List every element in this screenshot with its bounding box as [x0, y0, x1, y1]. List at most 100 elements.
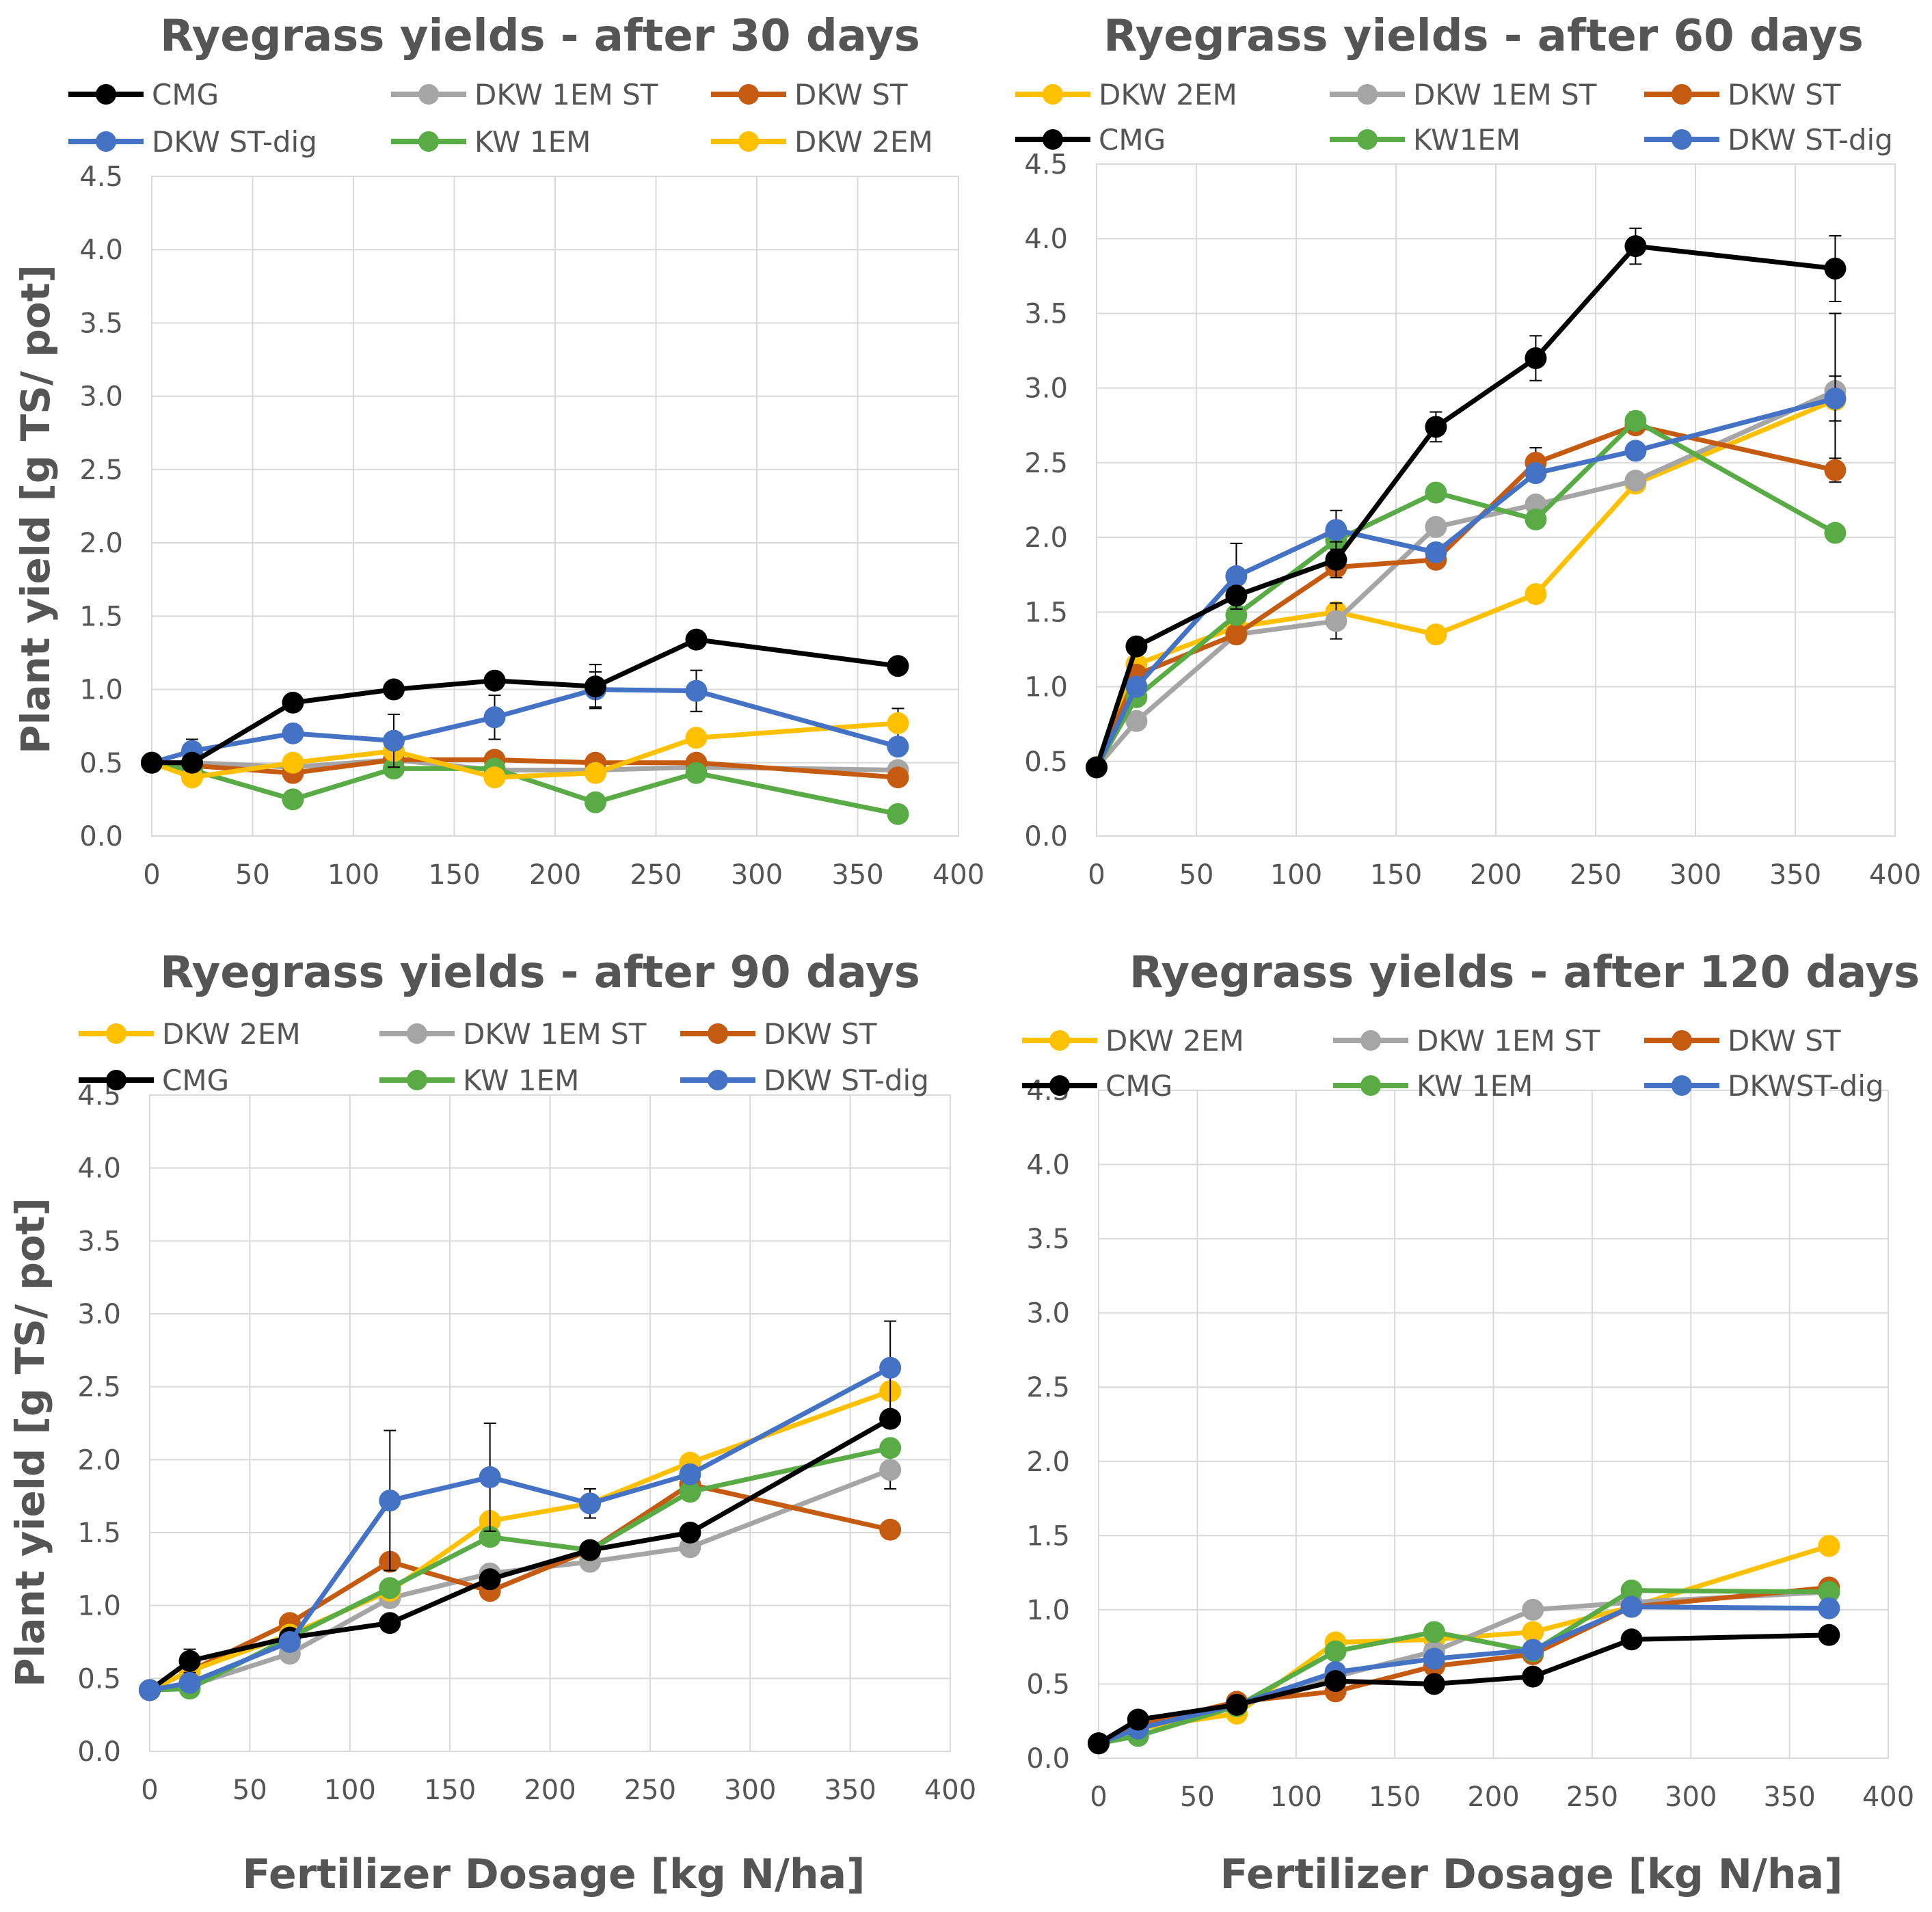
- y-tick-label: 0.0: [1026, 1743, 1070, 1775]
- data-point: [1325, 519, 1347, 541]
- data-point: [1225, 565, 1248, 587]
- x-tick-label: 300: [731, 859, 783, 891]
- y-tick-label: 4.0: [77, 1153, 121, 1185]
- series-line: [148, 1416, 891, 1693]
- data-point: [383, 729, 405, 752]
- series-line: [1094, 418, 1837, 769]
- y-tick-label: 2.0: [77, 1444, 121, 1476]
- legend-label: DKW 2EM: [794, 125, 933, 159]
- data-point: [1423, 1647, 1445, 1670]
- legend-swatch-marker: [1357, 84, 1378, 105]
- data-point: [1620, 1579, 1643, 1602]
- y-tick-label: 3.5: [79, 308, 123, 339]
- data-point: [282, 691, 304, 714]
- legend-entry: DKW ST-dig: [1644, 123, 1893, 157]
- x-tick-label: 0: [1090, 1781, 1107, 1813]
- data-point: [278, 1631, 301, 1653]
- x-tick-label: 350: [831, 859, 883, 891]
- series-cmg: [141, 628, 909, 774]
- data-point: [1824, 257, 1847, 280]
- series-line: [1094, 397, 1836, 768]
- x-axis-label-left: Fertilizer Dosage [kg N/ha]: [243, 1850, 866, 1898]
- data-point: [1824, 522, 1847, 544]
- x-tick-label: 0: [1088, 859, 1105, 891]
- chart-90-days: Ryegrass yields - after 90 days 0 50 100 15…: [77, 947, 976, 1806]
- series-line: [152, 637, 898, 766]
- data-point: [483, 766, 506, 789]
- legend-label: KW 1EM: [1417, 1069, 1533, 1103]
- data-point: [379, 1490, 401, 1512]
- data-point: [181, 751, 203, 774]
- data-point: [1522, 1639, 1544, 1661]
- legend-swatch-marker: [1043, 84, 1063, 105]
- series-dkw-st-dig: [139, 1320, 902, 1701]
- legend-entry: DKW ST: [1644, 78, 1841, 111]
- data-point: [139, 1679, 161, 1701]
- data-point: [1225, 584, 1248, 607]
- data-point: [585, 675, 606, 698]
- x-tick-label: 250: [1566, 1781, 1618, 1813]
- y-tick-label: 3.5: [77, 1226, 121, 1257]
- data-point: [1088, 1732, 1110, 1755]
- data-point: [1525, 462, 1547, 485]
- legend-entry: CMG: [1022, 1069, 1172, 1103]
- data-point: [887, 736, 909, 758]
- x-tick-label: 100: [327, 859, 379, 891]
- data-point: [887, 712, 909, 734]
- y-tick-label: 3.0: [1024, 373, 1068, 405]
- series-line: [149, 1365, 891, 1693]
- data-point: [178, 1671, 201, 1694]
- data-point: [585, 791, 606, 813]
- x-tick-label: 400: [1869, 859, 1921, 891]
- y-tick-label: 1.5: [1024, 597, 1068, 628]
- legend-swatch-marker: [1360, 1030, 1381, 1051]
- y-tick-label: 2.5: [1024, 448, 1068, 479]
- y-tick-label: 1.5: [77, 1518, 121, 1549]
- legend-label: DKW 2EM: [162, 1017, 301, 1051]
- legend-swatch-marker: [407, 1023, 427, 1044]
- x-tick-label: 300: [1665, 1781, 1717, 1813]
- x-tick-label: 200: [529, 859, 581, 891]
- data-point: [1624, 409, 1647, 432]
- data-point: [483, 669, 506, 692]
- x-tick-label: 50: [235, 859, 270, 891]
- x-tick-label: 200: [1467, 1781, 1519, 1813]
- y-tick-label: 3.0: [79, 381, 123, 413]
- legend-label: DKW 1EM ST: [463, 1017, 647, 1051]
- data-point: [1525, 347, 1547, 369]
- data-point: [879, 1437, 902, 1459]
- data-point: [1423, 1673, 1445, 1695]
- y-tick-label: 1.0: [1024, 672, 1068, 703]
- legend-entry: DKW 1EM ST: [379, 1017, 647, 1051]
- data-point: [1824, 459, 1847, 481]
- legend-entry: DKW ST: [1644, 1024, 1841, 1058]
- data-point: [1522, 1598, 1544, 1621]
- data-point: [1127, 1708, 1149, 1731]
- y-tick-label: 1.0: [77, 1591, 121, 1622]
- series-cmg: [1088, 1624, 1840, 1755]
- data-point: [282, 788, 304, 811]
- chart-title: Ryegrass yields - after 30 days: [160, 11, 920, 62]
- x-tick-label: 350: [1769, 859, 1821, 891]
- y-tick-label: 1.0: [1026, 1595, 1070, 1626]
- series-line: [151, 687, 899, 766]
- legend-label: DKW ST-dig: [152, 125, 317, 159]
- x-tick-label: 150: [1369, 1781, 1421, 1813]
- legend-swatch-marker: [1049, 1030, 1070, 1051]
- x-tick-label: 150: [424, 1775, 476, 1806]
- data-point: [585, 762, 606, 784]
- data-point: [1225, 623, 1248, 646]
- y-tick-label: 0.5: [79, 748, 123, 779]
- y-tick-label: 0.5: [1024, 746, 1068, 778]
- legend-swatch-marker: [738, 131, 759, 152]
- data-point: [685, 727, 708, 749]
- series-line: [1098, 1588, 1829, 1746]
- legend-swatch-marker: [708, 1023, 728, 1044]
- x-tick-label: 100: [324, 1775, 376, 1806]
- y-tick-label: 1.5: [79, 601, 123, 632]
- data-point: [685, 762, 708, 784]
- legend-label: CMG: [152, 78, 219, 111]
- y-tick-label: 1.5: [1026, 1520, 1070, 1552]
- x-axis-label-right: Fertilizer Dosage [kg N/ha]: [1220, 1850, 1843, 1898]
- legend-entry: CMG: [79, 1064, 229, 1097]
